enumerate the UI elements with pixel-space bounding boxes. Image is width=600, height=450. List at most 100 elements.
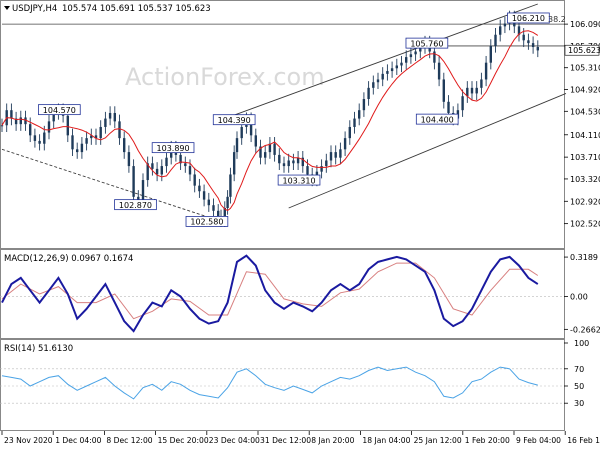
price-label-box <box>415 113 459 125</box>
price-tick-label: 105.310 <box>570 64 600 73</box>
candle-body <box>386 71 389 74</box>
time-tick-label: 8 Dec 12:00 <box>106 436 152 445</box>
time-tick-label: 25 Jan 12:00 <box>414 436 462 445</box>
channel-lower-line <box>288 93 567 209</box>
candle-body <box>268 143 272 153</box>
candle-body <box>193 174 196 186</box>
dashed-trendline <box>1 148 224 223</box>
time-tick-label: 16 Feb 12:00 <box>567 436 600 445</box>
candle-body <box>151 163 154 169</box>
price-tick-label: 103.710 <box>570 153 600 162</box>
rsi-header: RSI(14) 51.6130 <box>4 344 73 354</box>
candle-body <box>38 140 41 144</box>
collapse-arrow-icon[interactable] <box>4 6 10 10</box>
candle-body <box>320 166 323 172</box>
time-tick-label: 23 Dec 04:00 <box>209 436 260 445</box>
price-panel <box>0 0 565 249</box>
candle-body <box>348 126 351 139</box>
price-plot: 104.570 103.890 102.870 102.580 104.390 103.3… <box>0 3 567 227</box>
rsi-tick-label: 30 <box>574 399 584 408</box>
price-label: 104.390 <box>218 116 251 125</box>
candle-body <box>273 143 276 155</box>
candle-body <box>334 152 337 158</box>
candle-body <box>179 154 182 164</box>
macd-tick-label: -0.2662 <box>570 325 600 334</box>
candle-body <box>292 160 295 164</box>
chart-symbol-header: USDJPY,H4 <box>12 4 57 14</box>
candle-body <box>325 160 328 167</box>
candle-body <box>212 205 215 211</box>
price-label-box <box>277 174 321 186</box>
candle-body <box>24 117 27 125</box>
candle-body <box>80 143 84 153</box>
rsi-tick-label: 50 <box>574 382 584 391</box>
candle-body <box>137 196 140 200</box>
candle-body <box>390 68 394 72</box>
candle-body <box>419 47 422 52</box>
candle-body <box>306 166 309 175</box>
candle-body <box>353 118 356 127</box>
candle-body <box>358 110 361 119</box>
rsi-line <box>1 366 538 400</box>
candle-body <box>527 40 530 44</box>
macd-tick-label: 0.3189 <box>570 253 598 262</box>
rsi-panel <box>0 339 565 431</box>
candle-body <box>146 163 149 181</box>
candle-body <box>14 118 18 125</box>
time-tick-label: 1 Feb 20:00 <box>465 436 510 445</box>
candle-body <box>90 135 93 139</box>
candle-body <box>71 135 74 150</box>
candle-body <box>223 207 226 221</box>
candle-body <box>141 180 145 200</box>
axes: 106.090105.700105.310104.920104.530104.1… <box>1 15 600 445</box>
candle-body <box>127 152 131 167</box>
price-label-box <box>212 114 256 126</box>
candle-body <box>278 154 281 164</box>
candle-body <box>254 135 257 147</box>
candle-body <box>19 117 22 125</box>
candle-body <box>29 124 32 136</box>
moving-average-line <box>1 30 539 212</box>
rsi-plot <box>0 366 564 404</box>
candle-body <box>484 62 488 80</box>
candle-body <box>108 112 112 119</box>
candle-body <box>437 62 441 80</box>
price-tick-label: 104.110 <box>570 131 600 140</box>
candle-body <box>447 101 450 113</box>
candle-body <box>240 126 243 139</box>
time-tick-label: 18 Jan 04:00 <box>362 436 410 445</box>
price-tick-label: 106.090 <box>570 20 600 29</box>
candle-body <box>531 43 535 48</box>
time-tick-label: 31 Dec 12:00 <box>260 436 311 445</box>
candle-body <box>301 157 304 167</box>
candle-body <box>33 135 37 141</box>
rsi-tick-label: 100 <box>574 339 589 348</box>
candle-body <box>123 138 126 153</box>
time-tick-label: 9 Feb 04:00 <box>516 436 561 445</box>
candle-body <box>155 168 159 175</box>
candle-body <box>339 149 342 158</box>
price-label-box <box>185 216 229 227</box>
candle-body <box>249 119 253 136</box>
time-tick-label: 8 Jan 20:00 <box>311 436 354 445</box>
candle-body <box>343 138 347 150</box>
candle-body <box>264 152 267 158</box>
candle-body <box>207 199 210 206</box>
candle-body <box>494 34 497 46</box>
price-label-box <box>38 104 81 116</box>
candle-body <box>226 196 229 208</box>
price-label-box <box>507 12 550 24</box>
price-tick-label: 102.520 <box>570 220 600 229</box>
price-tick-label: 104.920 <box>570 86 600 95</box>
candle-body <box>235 138 239 153</box>
candle-body <box>480 79 483 88</box>
time-tick-label: 15 Dec 20:00 <box>158 436 209 445</box>
time-tick-label: 23 Nov 2020 <box>4 436 53 445</box>
candle-body <box>499 26 502 35</box>
price-label-box <box>151 142 195 154</box>
macd-header: MACD(12,26,9) 0.0967 0.1674 <box>4 254 133 264</box>
candle-body <box>160 166 163 175</box>
price-label: 105.760 <box>410 39 443 48</box>
price-tick-label: 104.530 <box>570 107 600 116</box>
